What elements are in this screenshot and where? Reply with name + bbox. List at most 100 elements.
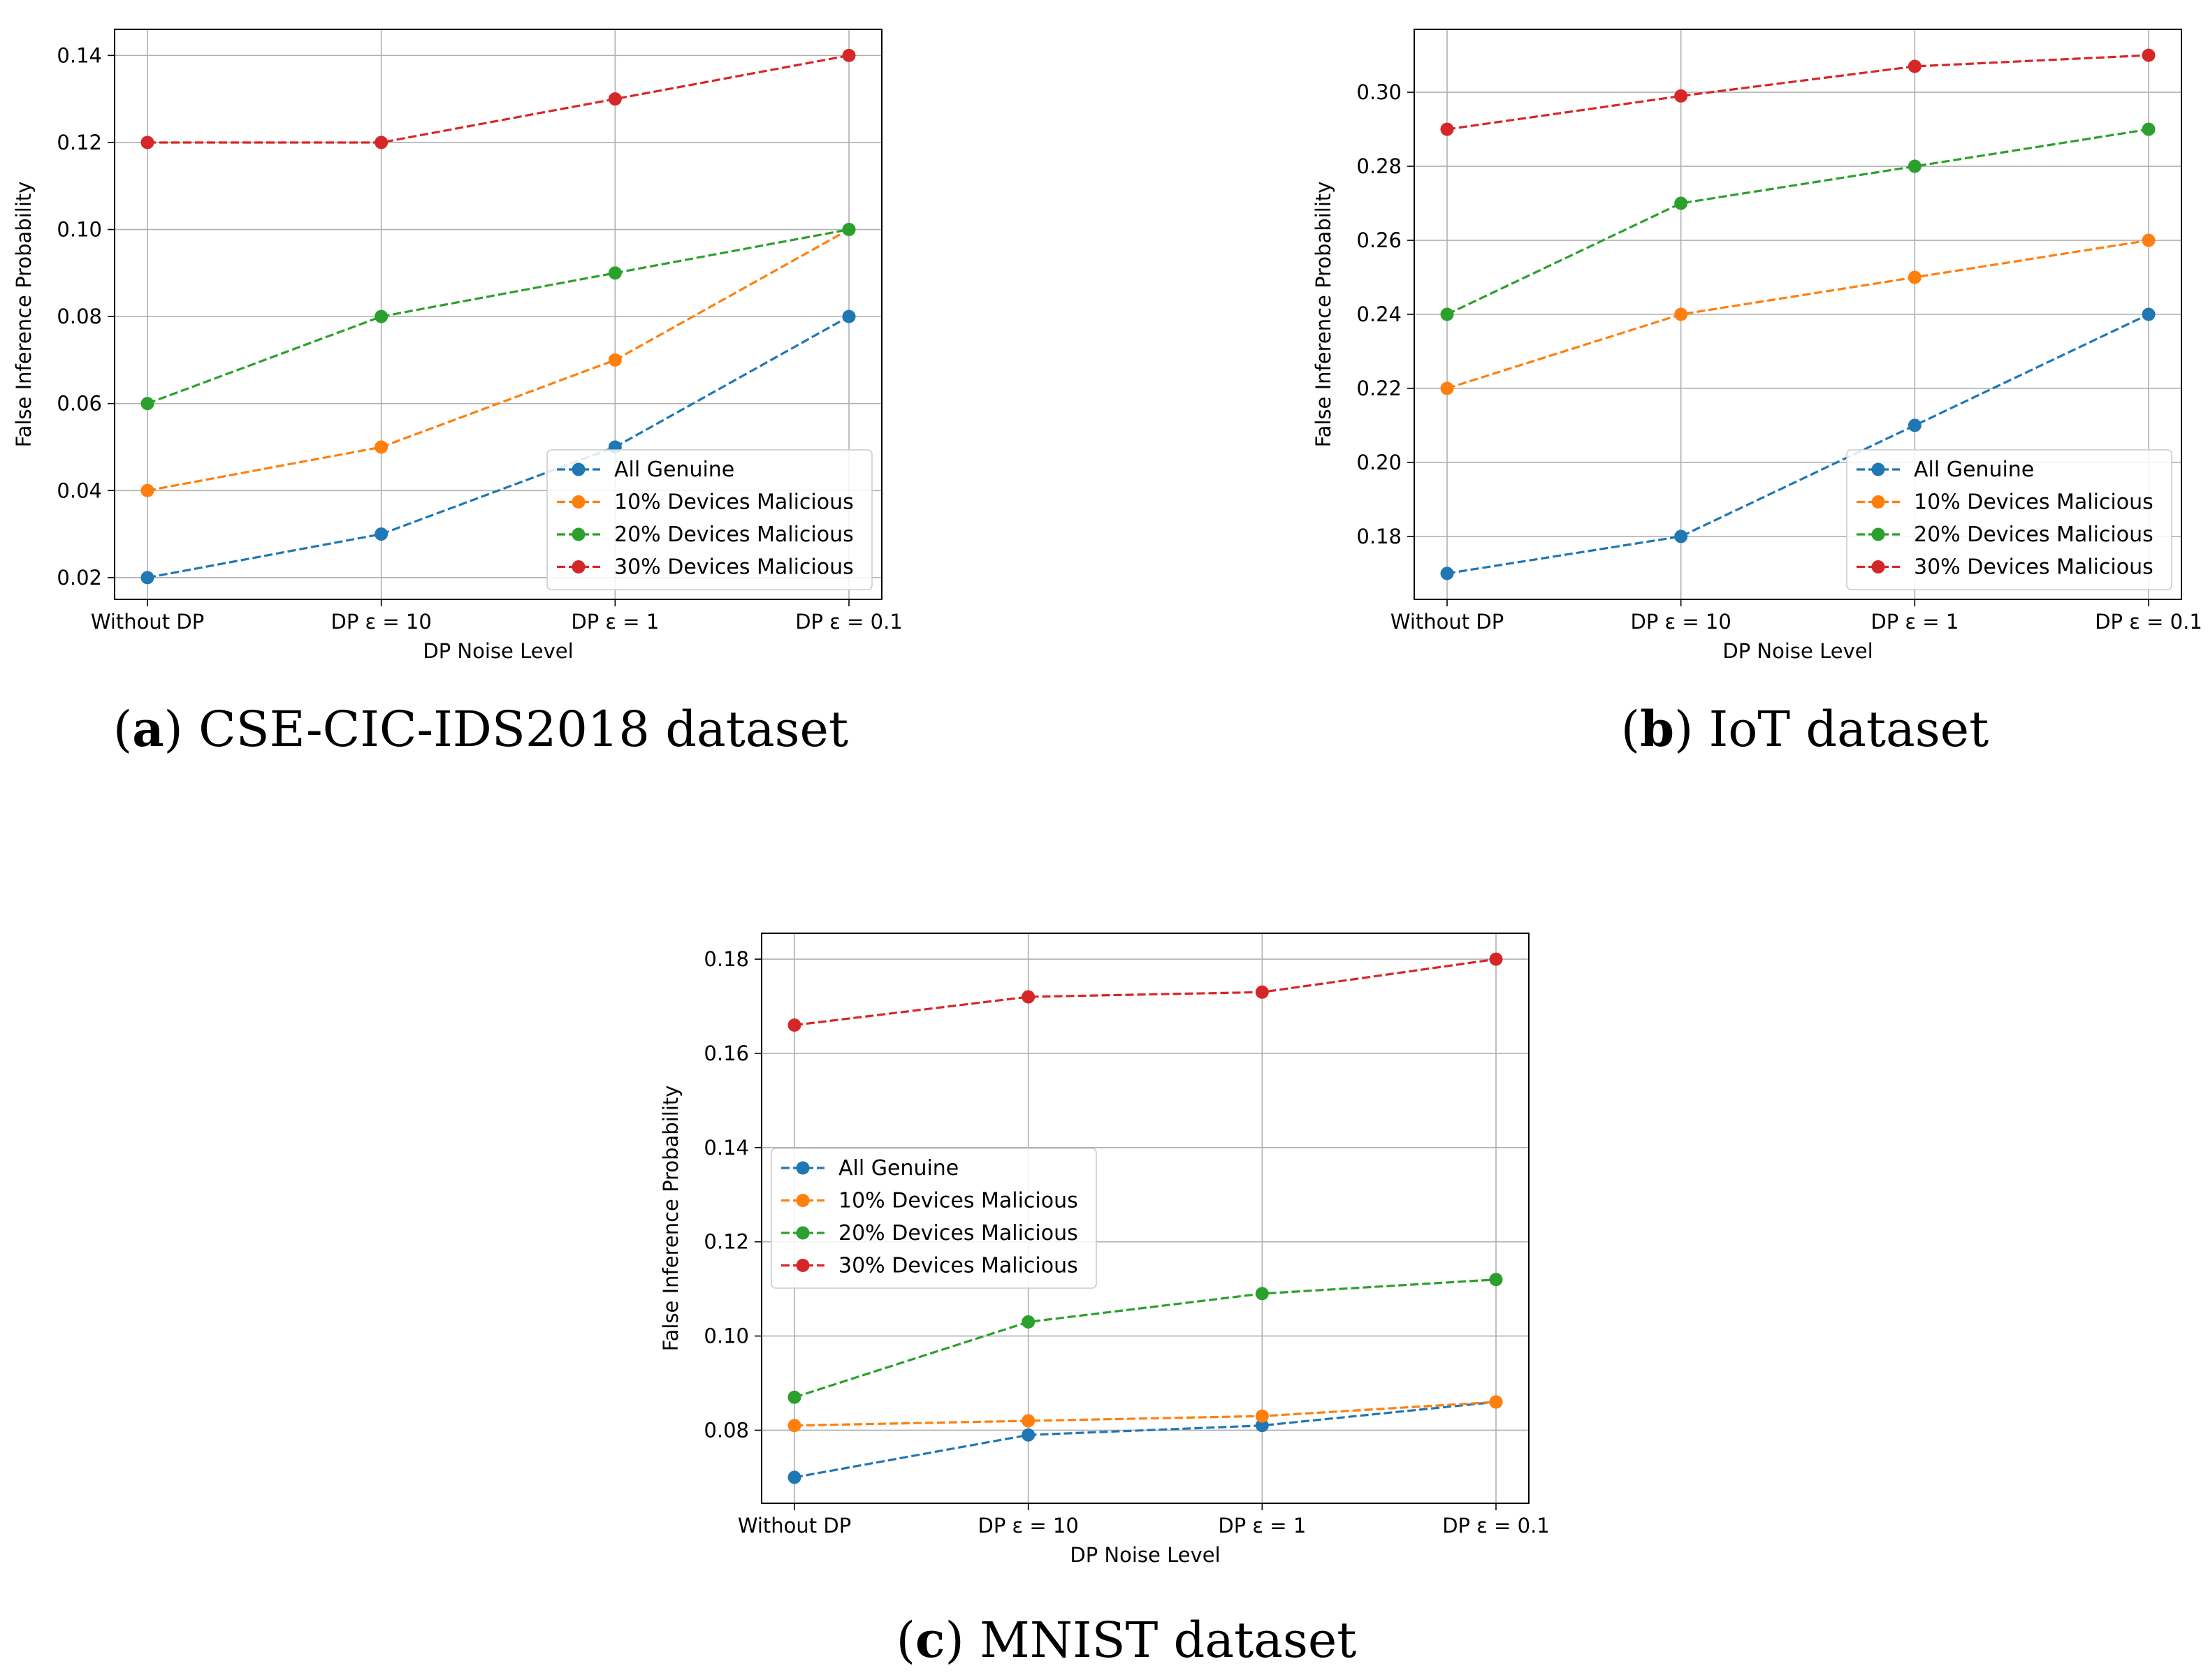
data-point (1022, 1428, 1036, 1442)
data-point (787, 1390, 801, 1404)
axes-frame (1414, 29, 2182, 600)
x-tick-label: DP ε = 0.1 (795, 610, 903, 634)
legend-marker (1871, 462, 1885, 476)
legend-marker (796, 1259, 810, 1272)
data-point (608, 92, 622, 106)
subfigure-caption: (b) IoT dataset (1621, 700, 1989, 758)
data-point (1489, 952, 1503, 966)
data-point (842, 309, 856, 323)
data-point (375, 527, 388, 541)
data-point (2142, 48, 2156, 62)
data-point (1489, 1273, 1503, 1287)
data-point (787, 1419, 801, 1433)
legend-label: 10% Devices Malicious (838, 1189, 1078, 1213)
data-point (787, 1470, 801, 1484)
legend: All Genuine 10% Devices Malicious 20% Devi… (771, 1148, 1097, 1289)
data-point (1440, 381, 1454, 395)
x-axis-label: DP Noise Level (1070, 1543, 1220, 1567)
x-tick-label: DP ε = 1 (1218, 1514, 1306, 1537)
data-point (1255, 1409, 1269, 1423)
x-tick-label: DP ε = 10 (978, 1514, 1078, 1537)
y-axis-label: False Inference Probability (659, 1086, 683, 1352)
data-point (608, 353, 622, 367)
legend: All Genuine 10% Devices Malicious 20% Devi… (546, 449, 873, 590)
legend-marker (572, 560, 586, 574)
legend-label: 30% Devices Malicious (838, 1254, 1078, 1278)
series-line-3 (794, 1278, 1497, 1398)
data-point (1674, 89, 1688, 103)
data-point (787, 1018, 801, 1032)
x-tick-label: DP ε = 1 (1871, 610, 1959, 634)
y-axis-label: False Inference Probability (12, 182, 36, 448)
series-line-2 (147, 228, 850, 492)
series-line-1 (1446, 313, 2149, 575)
y-tick-label: 0.10 (704, 1324, 749, 1348)
data-point (375, 309, 388, 323)
y-tick-label: 0.14 (704, 1136, 749, 1160)
legend-marker (796, 1161, 810, 1175)
data-point (1255, 985, 1269, 999)
legend: All Genuine 10% Devices Malicious 20% Devi… (1846, 449, 2172, 590)
series-line-2 (794, 1401, 1497, 1427)
axes-frame (114, 29, 883, 600)
y-tick-label: 0.16 (704, 1042, 749, 1065)
legend-label: All Genuine (838, 1156, 959, 1181)
y-tick-label: 0.24 (1356, 302, 1402, 326)
y-tick-label: 0.18 (1356, 525, 1402, 548)
chart-panel-a: Without DP DP ε = 10 DP ε = 1 DP ε = 0.1 0.0… (12, 29, 903, 663)
series-line-4 (794, 958, 1497, 1027)
axes-frame (761, 933, 1530, 1504)
y-tick-label: 0.28 (1356, 154, 1402, 178)
data-point (140, 483, 154, 497)
y-tick-label: 0.12 (57, 131, 102, 154)
legend-marker (1871, 495, 1885, 509)
y-tick-label: 0.06 (57, 392, 102, 416)
data-point (1908, 418, 1922, 432)
data-point (1440, 567, 1454, 580)
legend-label: 30% Devices Malicious (1914, 555, 2153, 580)
y-axis-label: False Inference Probability (1312, 182, 1335, 448)
data-point (1908, 59, 1922, 73)
y-tick-label: 0.12 (704, 1230, 749, 1254)
x-axis-label: DP Noise Level (423, 639, 573, 663)
data-point (140, 397, 154, 411)
series-line-3 (1446, 128, 2149, 316)
data-point (1489, 1395, 1503, 1409)
x-axis-label: DP Noise Level (1722, 639, 1873, 663)
x-tick-label: DP ε = 0.1 (1442, 1514, 1550, 1537)
legend-label: 20% Devices Malicious (838, 1221, 1078, 1246)
legend-label: 10% Devices Malicious (614, 490, 854, 515)
x-tick-label: Without DP (738, 1514, 851, 1537)
x-tick-label: Without DP (1390, 610, 1504, 634)
subfigure-caption: (c) MNIST dataset (896, 1611, 1357, 1669)
y-tick-label: 0.08 (704, 1418, 749, 1442)
legend-box (1846, 449, 2172, 590)
data-point (375, 440, 388, 454)
data-point (1908, 159, 1922, 173)
y-tick-label: 0.14 (57, 43, 102, 67)
data-point (2142, 122, 2156, 136)
legend-box (771, 1148, 1097, 1289)
y-tick-label: 0.30 (1356, 80, 1402, 104)
data-point (1440, 307, 1454, 321)
legend-label: 20% Devices Malicious (614, 523, 854, 547)
data-point (140, 571, 154, 585)
x-tick-label: DP ε = 0.1 (2095, 610, 2202, 634)
y-tick-label: 0.18 (704, 947, 749, 971)
data-point (2142, 307, 2156, 321)
data-point (1022, 1315, 1036, 1329)
data-point (1022, 1414, 1036, 1428)
legend-marker (572, 495, 586, 509)
data-point (375, 136, 388, 149)
data-point (842, 48, 856, 62)
y-tick-label: 0.20 (1356, 451, 1402, 474)
legend-marker (1871, 527, 1885, 541)
legend-box (546, 449, 873, 590)
y-tick-label: 0.08 (57, 305, 102, 328)
y-tick-label: 0.22 (1356, 377, 1402, 400)
data-point (1674, 529, 1688, 543)
subfigure-caption: (a) CSE-CIC-IDS2018 dataset (113, 700, 848, 758)
series-line-1 (147, 315, 850, 579)
legend-marker (796, 1226, 810, 1240)
